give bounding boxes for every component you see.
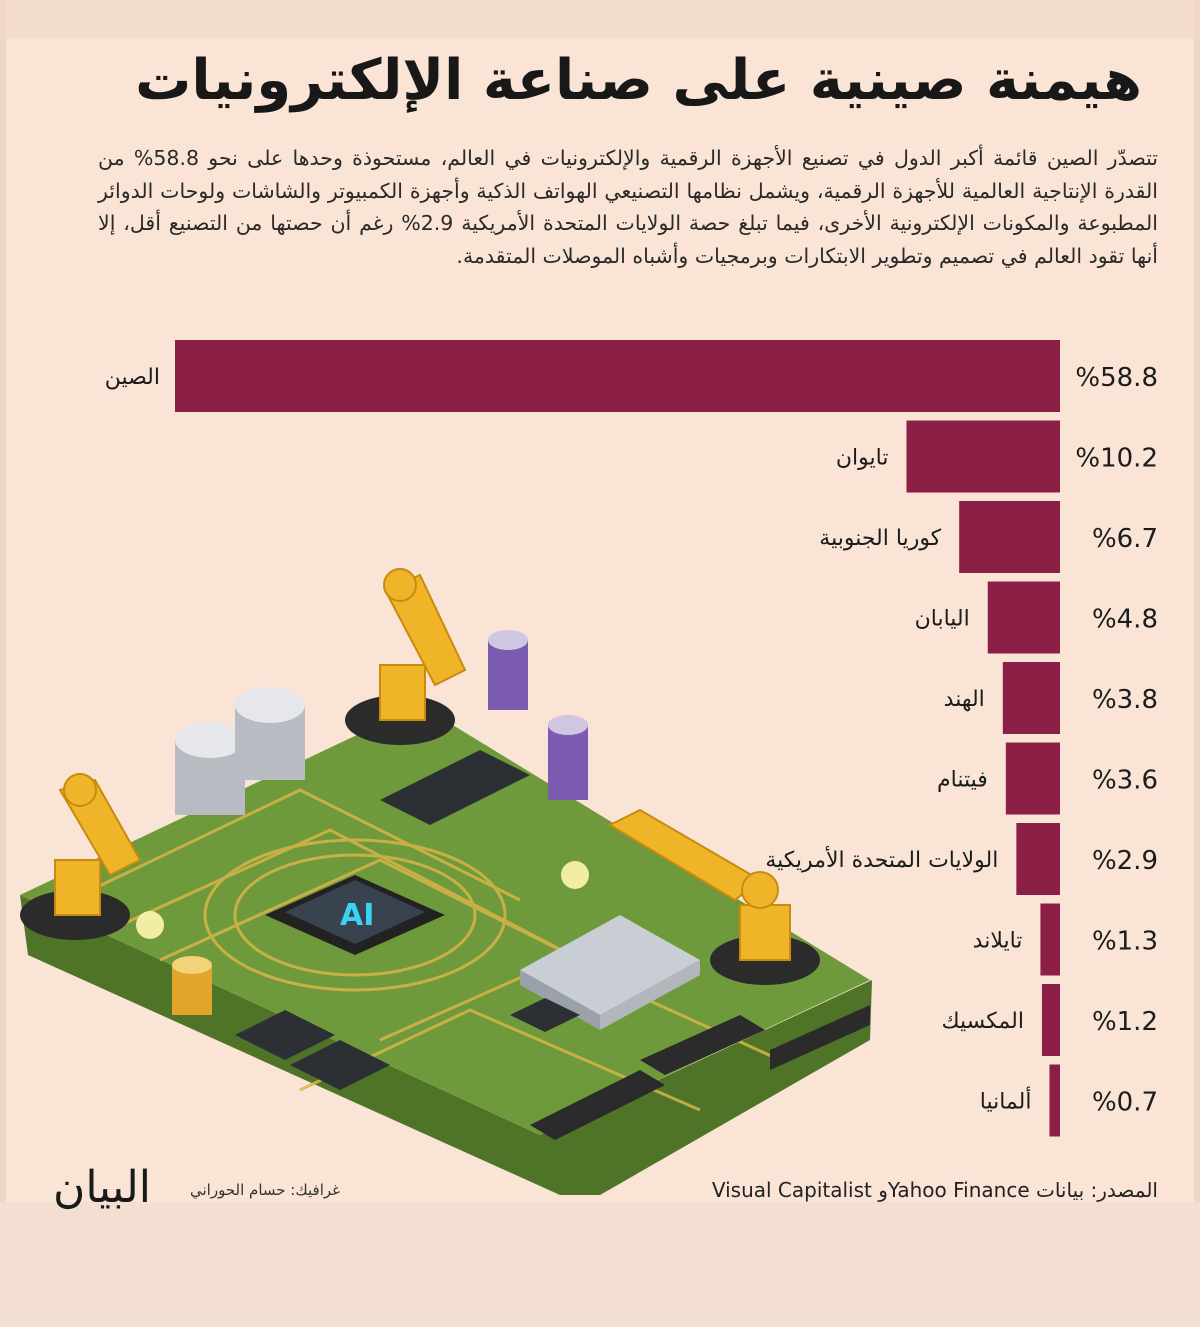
bar-9: [1049, 1064, 1060, 1137]
value-label-2: %6.7: [1092, 524, 1158, 554]
value-label-3: %4.8: [1092, 605, 1158, 635]
right-border: [1194, 0, 1200, 1327]
category-label-2: كوريا الجنوبية: [819, 526, 941, 551]
category-label-1: تايوان: [836, 446, 889, 471]
bar-2: [959, 501, 1060, 573]
bars-layer: %58.8 الصين %10.2 تايوان %6.7 كوريا الجنوبية%…: [105, 340, 1158, 1137]
value-label-1: %10.2: [1075, 444, 1158, 474]
value-label-6: %2.9: [1092, 846, 1158, 876]
robot-arm-left: [20, 773, 142, 940]
robot-arm-top: [345, 568, 467, 745]
left-border: [0, 0, 6, 1327]
category-label-6: الولايات المتحدة الأمريكية: [765, 846, 998, 873]
bottom-band: [0, 1202, 1200, 1327]
intro-paragraph: تتصدّر الصين قائمة أكبر الدول في تصنيع ا…: [98, 146, 1158, 268]
category-label-0: الصين: [105, 365, 160, 390]
robot-arm-right: [607, 808, 820, 985]
category-label-4: الهند: [944, 687, 985, 712]
graphic-credit: غرافيك: حسام الحوراني: [190, 1181, 340, 1199]
value-label-8: %1.2: [1092, 1007, 1158, 1037]
value-label-4: %3.8: [1092, 685, 1158, 715]
category-label-7: تايلاند: [973, 929, 1023, 954]
category-label-8: المكسيك: [941, 1009, 1024, 1034]
source-note: المصدر: بيانات Yahoo Financeو Visual Cap…: [711, 1178, 1158, 1202]
value-label-9: %0.7: [1092, 1088, 1158, 1118]
spark-glows: [136, 861, 589, 939]
category-label-3: اليابان: [915, 607, 970, 632]
bar-1: [906, 420, 1060, 493]
value-label-5: %3.6: [1092, 766, 1158, 796]
chip-label: AI: [340, 898, 374, 933]
bar-3: [987, 581, 1060, 654]
chip-top: [285, 880, 425, 944]
bar-8: [1041, 984, 1060, 1056]
bar-7: [1040, 903, 1060, 976]
bar-0: [175, 340, 1060, 412]
logo-text: البيان: [53, 1162, 151, 1213]
category-label-9: ألمانيا: [980, 1087, 1032, 1115]
ic-chips: [235, 750, 580, 1090]
category-label-5: فيتنام: [937, 768, 988, 793]
value-label-7: %1.3: [1092, 927, 1158, 957]
connectors: [530, 1005, 870, 1140]
page-title: هيمنة صينية على صناعة الإلكترونيات: [135, 48, 1142, 113]
albayan-logo: البيان: [53, 1162, 151, 1213]
capacitors: [172, 630, 588, 1015]
circuit-board-edge: [20, 895, 872, 1195]
bar-4: [1002, 662, 1060, 734]
value-label-0: %58.8: [1075, 363, 1158, 393]
top-band: [0, 0, 1200, 38]
bar-6: [1016, 823, 1060, 895]
bar-5: [1005, 742, 1060, 815]
